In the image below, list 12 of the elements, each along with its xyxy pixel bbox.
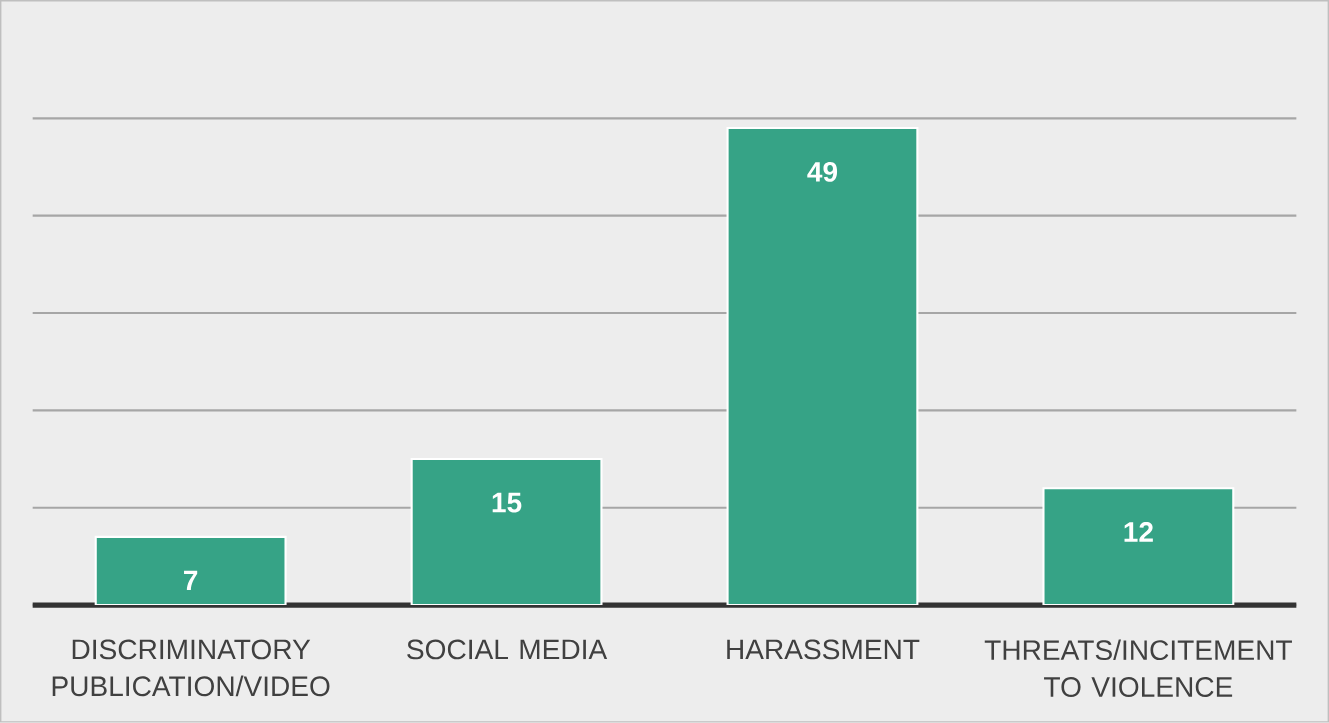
data-label: 12 [1124, 522, 1153, 542]
bar [94, 536, 287, 606]
x-tick-label: HARASSMENT [727, 639, 920, 660]
x-tick-label: THREATS/INCITEMENT TO VIOLENCE [984, 639, 1292, 698]
x-tick-label: SOCIAL MEDIA [407, 639, 608, 660]
bar [1042, 487, 1235, 606]
data-label: 7 [184, 570, 198, 591]
bar [410, 458, 603, 606]
data-label: 15 [492, 493, 522, 513]
data-label: 49 [807, 162, 838, 182]
bar [726, 127, 919, 606]
x-tick-label: DISCRIMINATORY PUBLICATION/VIDEO [52, 639, 330, 697]
